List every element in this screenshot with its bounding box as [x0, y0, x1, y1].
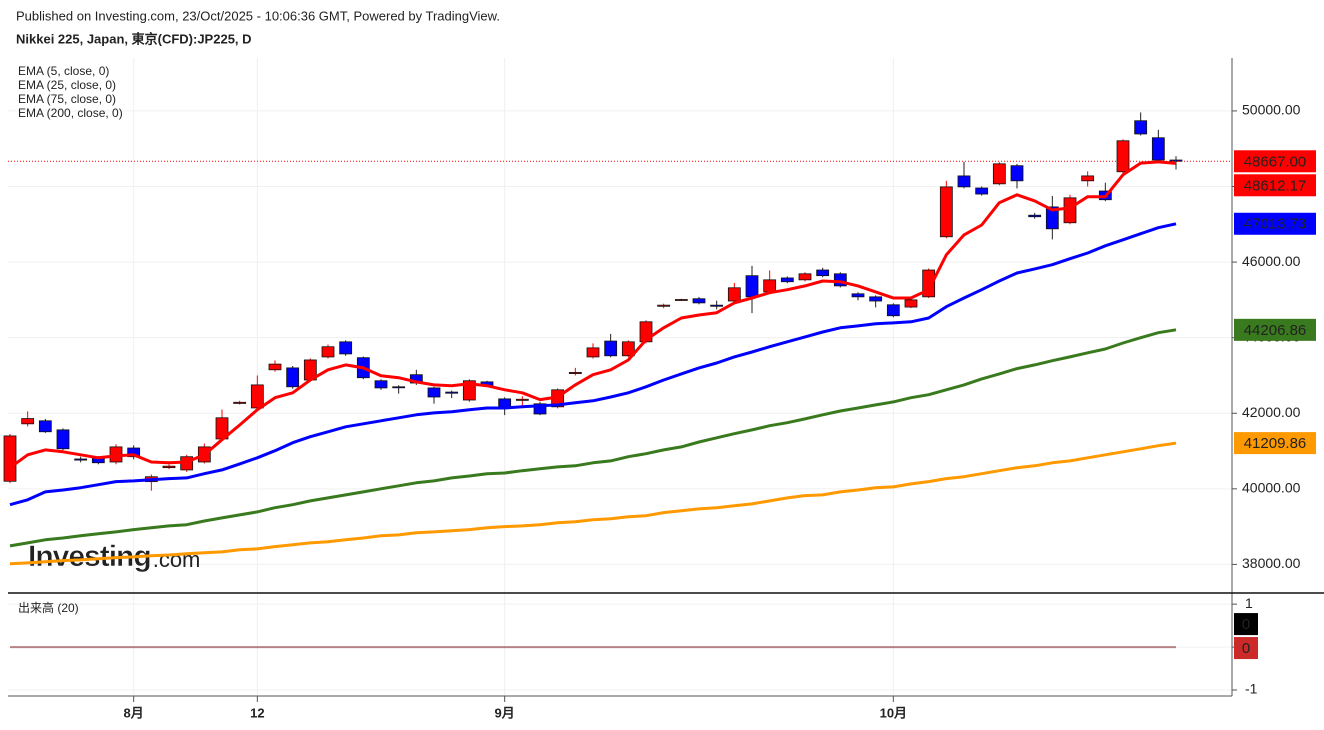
candle-body — [498, 398, 512, 408]
candle-body — [374, 380, 388, 389]
ema-line — [9, 328, 1177, 548]
candle-body — [427, 387, 441, 398]
candle-body — [1116, 140, 1130, 173]
candle-body — [268, 363, 282, 371]
candle-body — [56, 429, 70, 450]
grid — [8, 58, 1232, 696]
y-tick-label: 50000.00 — [1242, 102, 1301, 118]
candle-body — [533, 403, 547, 415]
candle-body — [851, 293, 865, 298]
y-tick-label: -1 — [1245, 681, 1258, 697]
candle-body — [992, 163, 1006, 185]
candle-body — [869, 296, 883, 302]
candle-body — [515, 398, 529, 401]
candle-body — [1063, 197, 1077, 224]
y-tick-label: 40000.00 — [1242, 480, 1301, 496]
candle-body — [162, 465, 176, 469]
y-tick-label: 38000.00 — [1242, 555, 1301, 571]
candle-body — [1081, 175, 1095, 182]
candle-body — [798, 273, 812, 281]
ema-line — [9, 441, 1177, 566]
candle-body — [233, 401, 247, 404]
candle-body — [939, 186, 953, 238]
ema-line — [9, 160, 1177, 469]
last-price-label-box — [1234, 150, 1316, 173]
ema-value-label: 44206.86 — [1244, 322, 1307, 339]
candle-body — [250, 384, 264, 409]
candle-body — [886, 304, 900, 317]
candle-body — [586, 347, 600, 358]
candle-body — [745, 275, 759, 298]
volume-value-label-box — [1234, 613, 1258, 636]
legend-entry: EMA (200, close, 0) — [18, 106, 123, 120]
candle-body — [710, 304, 724, 307]
candle-body — [957, 175, 971, 188]
candle-body — [1010, 165, 1024, 182]
ema-value-label-box — [1234, 318, 1316, 341]
candle-body — [21, 418, 35, 425]
ema-value-label: 47013.73 — [1244, 216, 1307, 233]
candle-body — [780, 277, 794, 283]
candle-body — [339, 341, 353, 355]
legend-entry: EMA (5, close, 0) — [18, 64, 109, 78]
candle-body — [38, 420, 52, 433]
candle-body — [674, 299, 688, 301]
candle-body — [1045, 206, 1059, 230]
candle-body — [74, 458, 88, 461]
candle-body — [604, 340, 618, 357]
y-tick-label: 42000.00 — [1242, 404, 1301, 420]
volume-value-label: 0 — [1242, 616, 1250, 633]
x-tick-label: 12 — [250, 705, 264, 720]
candle-body — [392, 386, 406, 389]
last-price-label: 48667.00 — [1244, 153, 1307, 170]
candle-body — [816, 269, 830, 277]
candle-body — [904, 299, 918, 308]
candle-body — [321, 346, 335, 358]
legend-entry: EMA (25, close, 0) — [18, 78, 116, 92]
candle-body — [1028, 214, 1042, 218]
plot-area: Investing .com — [3, 112, 1232, 649]
candle-body — [763, 279, 777, 293]
candle-body — [286, 367, 300, 388]
candle-body — [3, 435, 17, 482]
symbol-title: Nikkei 225, Japan, 東京(CFD):JP225, D — [16, 31, 252, 46]
x-tick-label: 8月 — [124, 705, 144, 720]
legend-entry: EMA (75, close, 0) — [18, 92, 116, 106]
candle-body — [727, 287, 741, 302]
ema-line — [9, 222, 1177, 507]
axis-labels: 8月129月10月38000.0040000.0042000.0044000.0… — [18, 64, 1316, 720]
candle-body — [1151, 137, 1165, 161]
candle-body — [127, 447, 141, 458]
candle-body — [692, 298, 706, 304]
ema-value-label: 48612.17 — [1244, 177, 1307, 194]
candle-body — [621, 341, 635, 357]
volume-value-label-box — [1234, 637, 1258, 660]
ema-value-label-box — [1234, 212, 1316, 235]
watermark-suffix: .com — [153, 547, 201, 572]
panel-title: 出来高 (20) — [18, 600, 79, 615]
ema-value-label-box — [1234, 432, 1316, 455]
candle-body — [657, 304, 671, 307]
ema-value-label: 41209.86 — [1244, 435, 1307, 452]
candle-body — [445, 391, 459, 394]
published-note: Published on Investing.com, 23/Oct/2025 … — [16, 8, 500, 23]
ema-value-label-box — [1234, 174, 1316, 197]
candle-body — [975, 187, 989, 195]
volume-value-label: 0 — [1242, 640, 1250, 657]
y-tick-label: 46000.00 — [1242, 253, 1301, 269]
candle-body — [568, 372, 582, 374]
x-tick-label: 10月 — [880, 705, 907, 720]
candle-body — [1134, 120, 1148, 135]
y-tick-label: 1 — [1245, 595, 1253, 611]
x-tick-label: 9月 — [495, 705, 515, 720]
